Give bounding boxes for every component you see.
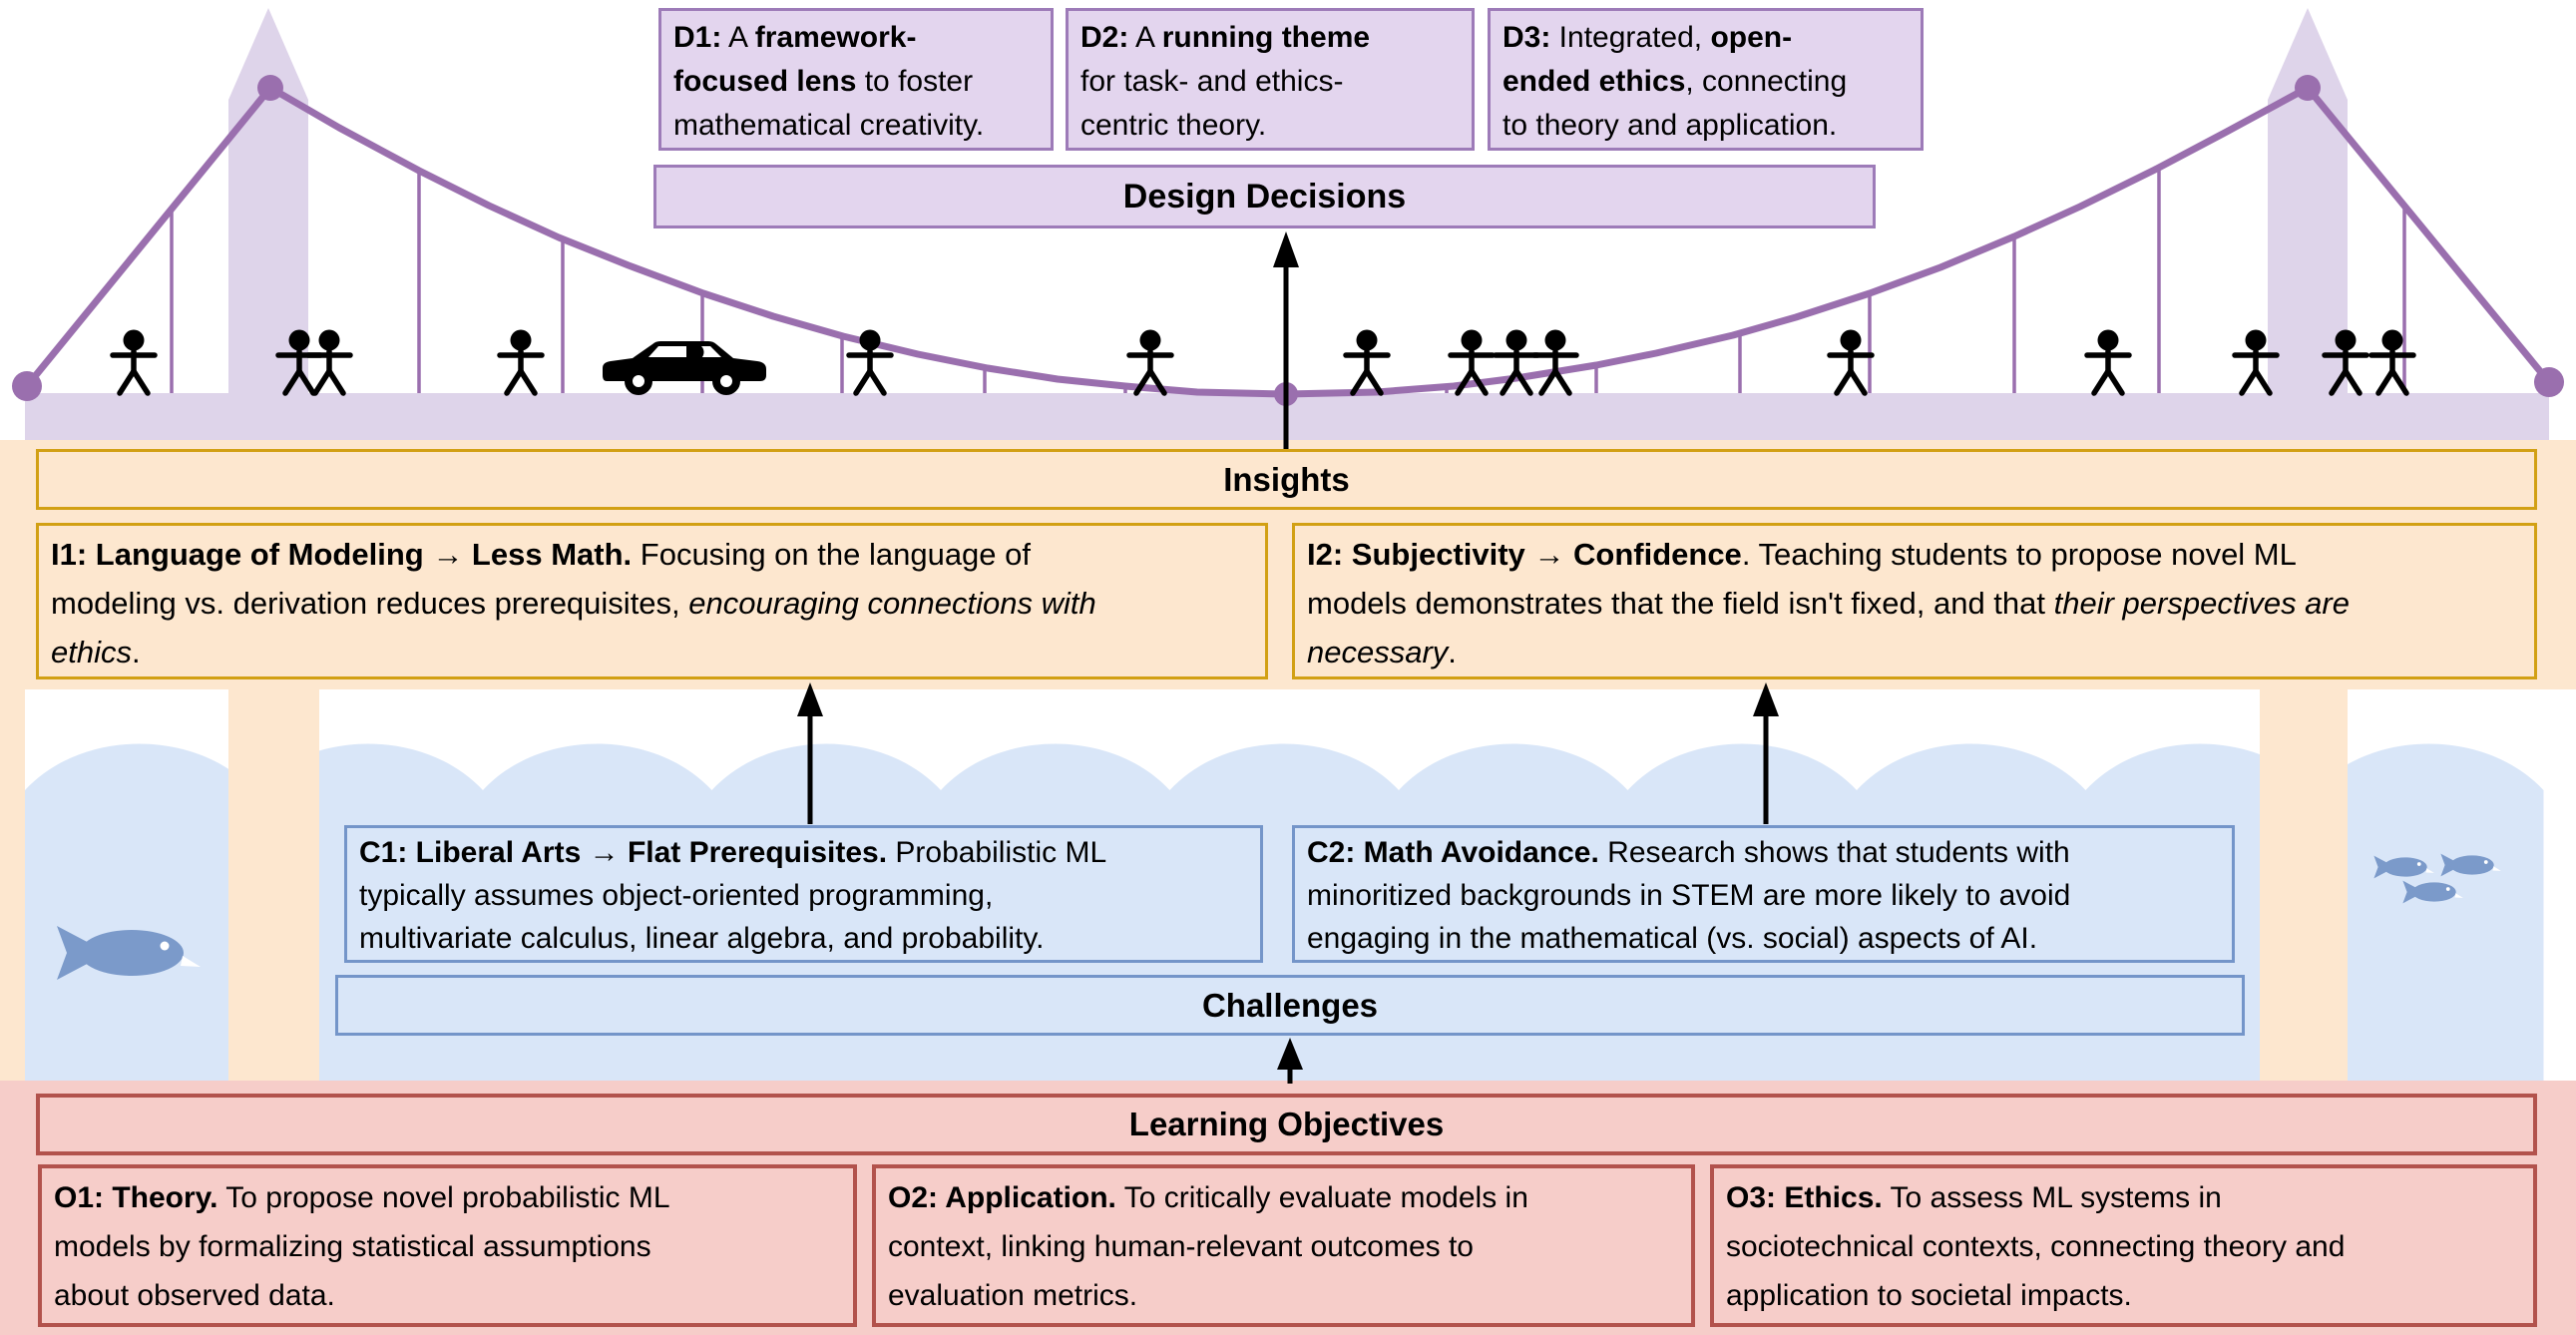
challenges-banner: Challenges <box>335 975 2245 1036</box>
car-icon <box>603 341 766 395</box>
pedestrian-icon <box>2371 330 2413 394</box>
challenge-box-c2: C2: Math Avoidance. Research shows that … <box>1292 825 2235 963</box>
design-box-d2: D2: A running theme for task- and ethics-… <box>1066 8 1475 151</box>
insights-to-design-arrow <box>1273 231 1299 451</box>
right-pier <box>2260 689 2348 1081</box>
insight-box-i1: I1: Language of Modeling → Less Math. Fo… <box>36 523 1268 679</box>
challenge2-to-insight2-arrow <box>1753 682 1779 824</box>
pedestrians <box>113 330 2413 394</box>
objectives-to-challenges-arrow <box>1277 1038 1303 1084</box>
design-box-d3: D3: Integrated, open-ended ethics, conne… <box>1488 8 1924 151</box>
objective-box-o2: O2: Application. To critically evaluate … <box>872 1164 1695 1327</box>
design-box-d1: D1: A framework-focused lens to foster ma… <box>658 8 1054 151</box>
left-abutment <box>0 689 25 1081</box>
pedestrian-icon <box>500 330 542 394</box>
learning-objectives-banner: Learning Objectives <box>36 1094 2537 1155</box>
design-decisions-banner: Design Decisions <box>653 165 1876 228</box>
challenge1-to-insight1-arrow <box>797 682 823 824</box>
pedestrian-icon <box>1534 330 1576 394</box>
cable-anchor-dots <box>12 75 2564 406</box>
left-tower <box>228 8 308 393</box>
right-tower <box>2268 8 2348 393</box>
objective-box-o3: O3: Ethics. To assess ML systems in socio… <box>1710 1164 2537 1327</box>
flow-arrows <box>797 231 1779 1084</box>
pedestrian-icon <box>1346 330 1388 394</box>
insights-banner: Insights <box>36 449 2537 510</box>
challenge-box-c1: C1: Liberal Arts → Flat Prerequisites. P… <box>344 825 1263 963</box>
pedestrian-icon <box>308 330 350 394</box>
pedestrian-icon <box>2087 330 2129 394</box>
objective-box-o1: O1: Theory. To propose novel probabilist… <box>38 1164 857 1327</box>
pedestrian-icon <box>1830 330 1872 394</box>
suspender-cables <box>170 168 2406 393</box>
left-pier <box>228 689 319 1081</box>
insight-box-i2: I2: Subjectivity → Confidence. Teaching … <box>1292 523 2537 679</box>
pedestrian-icon <box>1496 330 1537 394</box>
pedestrian-icon <box>113 330 155 394</box>
